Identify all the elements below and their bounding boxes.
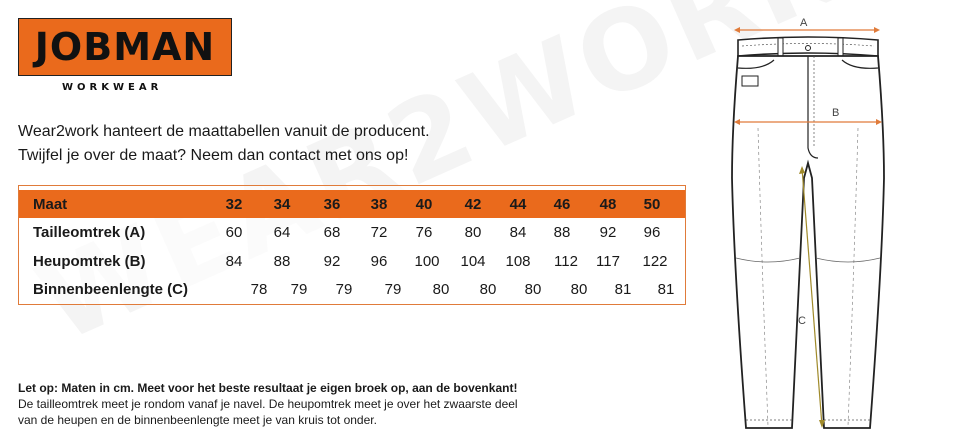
table-cell: 84 <box>509 223 527 241</box>
logo-subtitle: WORKWEAR <box>62 82 163 93</box>
table-cell: 80 <box>524 280 542 298</box>
table-cell: 79 <box>384 280 402 298</box>
table-cell: 80 <box>570 280 588 298</box>
table-row-hip: Heupomtrek (B) 84 88 92 96 100 104 108 1… <box>19 247 685 275</box>
intro-line-2: Twijfel je over de maat? Neem dan contac… <box>18 147 409 164</box>
pants-outline <box>731 55 885 429</box>
size-cell: 40 <box>415 195 433 213</box>
notes-line-2: De tailleomtrek meet je rondom vanaf je … <box>18 397 518 411</box>
table-cell: 81 <box>657 280 675 298</box>
intro-line-1: Wear2work hanteert de maattabellen vanui… <box>18 123 430 140</box>
table-cell: 117 <box>596 252 620 270</box>
table-cell: 78 <box>250 280 268 298</box>
table-cell: 80 <box>432 280 450 298</box>
table-cell: 92 <box>599 223 617 241</box>
table-cell: 96 <box>370 252 388 270</box>
table-cell: 112 <box>554 252 578 270</box>
table-cell: 108 <box>505 252 531 270</box>
table-cell: 68 <box>323 223 341 241</box>
dimension-label-a: A <box>800 17 808 29</box>
logo-name: JOBMAN <box>34 25 216 69</box>
size-cell: 46 <box>553 195 571 213</box>
pants-diagram: A B C <box>731 17 885 429</box>
table-row-waist: Tailleomtrek (A) 60 64 68 72 76 80 84 88… <box>19 218 685 246</box>
table-cell: 76 <box>415 223 433 241</box>
dimension-label-b: B <box>832 107 839 119</box>
row-label: Heupomtrek (B) <box>33 252 146 270</box>
table-cell: 104 <box>460 252 486 270</box>
table-cell: 80 <box>464 223 482 241</box>
size-table: Maat 32 34 36 38 40 42 44 46 48 50 Taill… <box>18 185 686 305</box>
size-cell: 36 <box>323 195 341 213</box>
size-header-row: Maat 32 34 36 38 40 42 44 46 48 50 <box>19 190 685 218</box>
table-cell: 80 <box>479 280 497 298</box>
notes-line-3: van de heupen en de binnenbeenlengte mee… <box>18 413 377 427</box>
intro-text: Wear2work hanteert de maattabellen vanui… <box>18 120 430 168</box>
table-cell: 81 <box>614 280 632 298</box>
size-header-label: Maat <box>33 195 68 213</box>
size-cell: 50 <box>643 195 661 213</box>
brand-logo: JOBMAN <box>18 18 232 76</box>
size-cell: 38 <box>370 195 388 213</box>
table-cell: 79 <box>335 280 353 298</box>
table-cell: 92 <box>323 252 341 270</box>
table-cell: 60 <box>225 223 243 241</box>
table-cell: 100 <box>414 252 440 270</box>
table-cell: 88 <box>553 223 571 241</box>
table-cell: 88 <box>273 252 291 270</box>
size-cell: 32 <box>225 195 243 213</box>
table-cell: 79 <box>290 280 308 298</box>
table-cell: 64 <box>273 223 291 241</box>
table-cell: 84 <box>225 252 243 270</box>
hip-dimension: B <box>734 107 882 125</box>
notes-warning: Let op: Maten in cm. Meet voor het beste… <box>18 381 518 395</box>
table-cell: 122 <box>642 252 668 270</box>
size-cell: 42 <box>464 195 482 213</box>
size-cell: 48 <box>599 195 617 213</box>
table-cell: 72 <box>370 223 388 241</box>
row-label: Tailleomtrek (A) <box>33 223 146 241</box>
size-cell: 34 <box>273 195 291 213</box>
dimension-label-c: C <box>798 315 806 327</box>
waist-dimension: A <box>734 17 880 33</box>
row-label: Binnenbeenlengte (C) <box>33 280 189 298</box>
measurement-notes: Let op: Maten in cm. Meet voor het beste… <box>18 380 518 428</box>
table-row-inseam: Binnenbeenlengte (C) 78 79 79 79 80 80 8… <box>19 275 685 303</box>
table-cell: 96 <box>643 223 661 241</box>
inseam-dimension: C <box>798 166 825 428</box>
size-cell: 44 <box>509 195 527 213</box>
